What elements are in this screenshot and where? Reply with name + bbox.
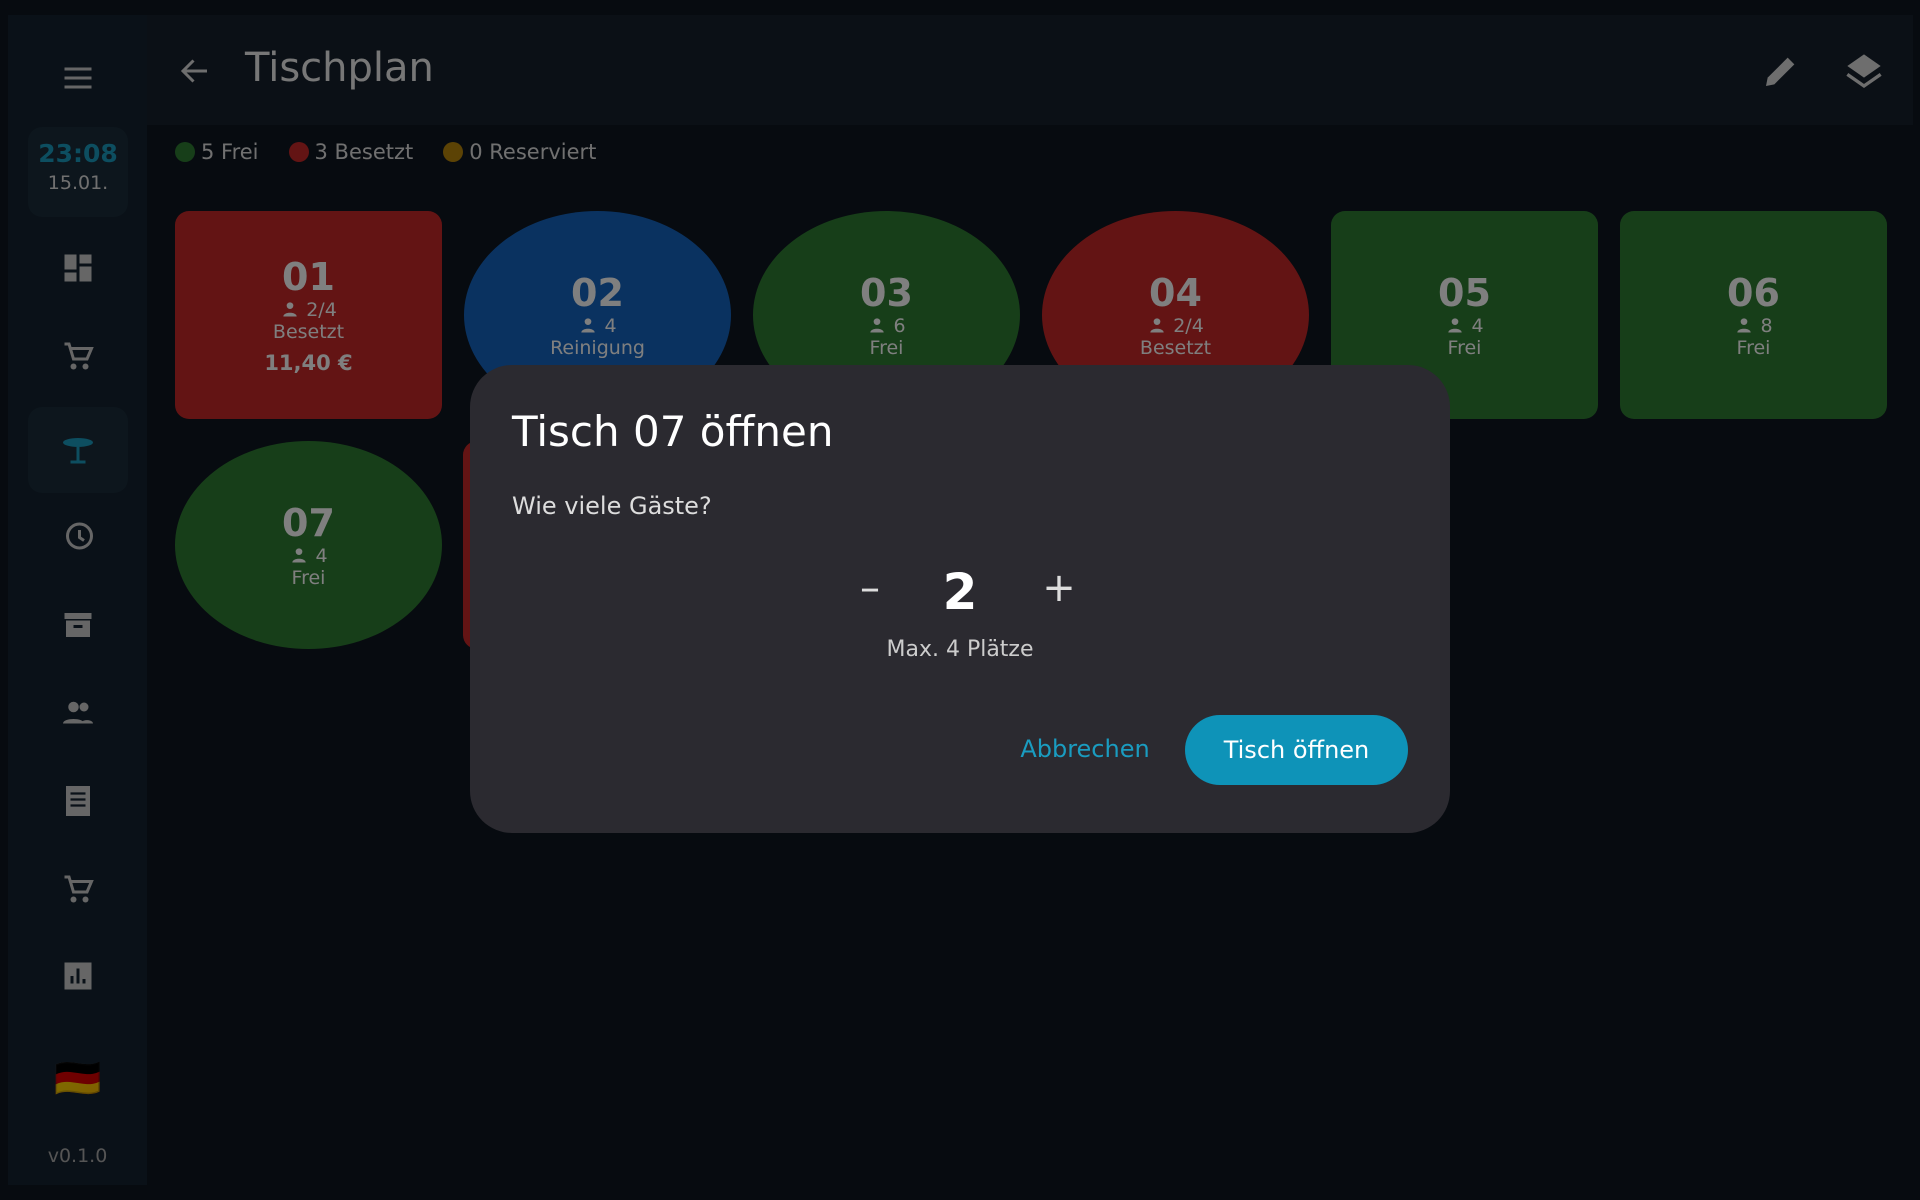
dialog: Tisch 07 öffnen Wie viele Gäste? – 2 + M… <box>470 365 1450 833</box>
increment-button[interactable]: + <box>1042 565 1076 611</box>
confirm-button[interactable]: Tisch öffnen <box>1185 715 1408 785</box>
dialog-title: Tisch 07 öffnen <box>512 407 834 456</box>
guest-count: 2 <box>942 563 978 621</box>
max-seats: Max. 4 Plätze <box>886 637 1034 662</box>
decrement-button[interactable]: – <box>860 565 880 611</box>
dialog-question: Wie viele Gäste? <box>512 492 712 520</box>
cancel-button[interactable]: Abbrechen <box>1020 735 1150 763</box>
